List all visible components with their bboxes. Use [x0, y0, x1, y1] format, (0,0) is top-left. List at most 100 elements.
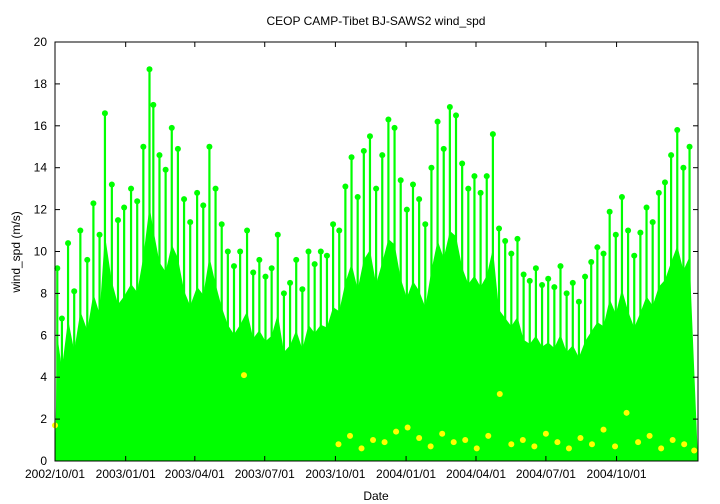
yellow-point [508, 441, 515, 448]
green-point [686, 143, 693, 150]
x-tick-label: 2002/10/01 [25, 467, 85, 481]
green-point [453, 112, 460, 119]
y-tick-label: 20 [34, 35, 48, 49]
y-tick-label: 12 [34, 203, 48, 217]
green-point [403, 206, 410, 213]
green-point [360, 147, 367, 154]
yellow-point [691, 447, 698, 454]
data-points [52, 66, 698, 454]
y-tick-label: 0 [40, 454, 47, 468]
green-point [336, 227, 343, 234]
green-point [90, 200, 97, 207]
green-point [532, 265, 539, 272]
green-point [600, 250, 607, 257]
green-point [65, 240, 72, 247]
x-tick-label: 2003/04/01 [165, 467, 225, 481]
yellow-point [646, 432, 653, 439]
green-point [140, 143, 147, 150]
green-point [224, 248, 231, 255]
green-point [489, 131, 496, 138]
green-point [557, 263, 564, 270]
green-point [471, 173, 478, 180]
green-point [594, 244, 601, 251]
green-point [446, 103, 453, 110]
yellow-point [554, 439, 561, 446]
green-point [496, 225, 503, 232]
green-point [128, 185, 135, 192]
green-point [262, 273, 269, 280]
y-tick-label: 16 [34, 119, 48, 133]
green-point [230, 263, 237, 270]
green-point [146, 66, 153, 73]
green-point [514, 235, 521, 242]
green-point [625, 227, 632, 234]
green-point [618, 194, 625, 201]
green-point [299, 286, 306, 293]
yellow-point [681, 441, 688, 448]
green-point [244, 227, 251, 234]
y-tick-label: 10 [34, 245, 48, 259]
green-point [366, 133, 373, 140]
y-tick-label: 14 [34, 161, 48, 175]
green-point [77, 227, 84, 234]
green-point [121, 204, 128, 211]
green-point [108, 181, 115, 188]
green-point [391, 124, 398, 131]
yellow-point [635, 439, 642, 446]
green-point [379, 152, 386, 159]
green-point [661, 179, 668, 186]
yellow-point [450, 439, 457, 446]
green-point [575, 298, 582, 305]
green-point [218, 221, 225, 228]
green-point [483, 173, 490, 180]
plot-area [52, 66, 698, 461]
green-point [287, 279, 294, 286]
green-point [114, 217, 121, 224]
y-tick-label: 18 [34, 77, 48, 91]
green-point [162, 166, 169, 173]
green-point [330, 221, 337, 228]
green-point [539, 282, 546, 289]
y-axis-label: wind_spd (m/s) [9, 211, 23, 293]
green-point [150, 101, 157, 108]
chart-title: CEOP CAMP-Tibet BJ-SAWS2 wind_spd [267, 14, 486, 28]
yellow-point [393, 428, 400, 435]
green-point [181, 196, 188, 203]
green-point [280, 290, 287, 297]
yellow-point [427, 443, 434, 450]
x-tick-label: 2003/01/01 [96, 467, 156, 481]
green-point [237, 248, 244, 255]
green-point [168, 124, 175, 131]
yellow-point [600, 426, 607, 433]
green-point [101, 110, 108, 117]
green-point [311, 261, 318, 268]
yellow-point [473, 445, 480, 452]
y-tick-label: 4 [40, 370, 47, 384]
green-point [134, 198, 141, 205]
x-axis-label: Date [363, 489, 389, 503]
green-point [612, 231, 619, 238]
x-tick-label: 2003/07/01 [235, 467, 295, 481]
green-point [551, 284, 558, 291]
x-tick-label: 2004/10/01 [587, 467, 647, 481]
yellow-point [485, 432, 492, 439]
yellow-point [565, 445, 572, 452]
yellow-point [531, 443, 538, 450]
y-axis: 0 2 4 6 8 10 12 14 16 18 20 [34, 35, 698, 468]
green-point [668, 152, 675, 159]
yellow-point [658, 445, 665, 452]
yellow-point [669, 437, 676, 444]
green-point [631, 252, 638, 259]
green-point [206, 143, 213, 150]
yellow-point [612, 443, 619, 450]
green-point [606, 208, 613, 215]
green-point [520, 271, 527, 278]
yellow-point [577, 434, 584, 441]
yellow-point [404, 424, 411, 431]
yellow-point [588, 441, 595, 448]
green-point [409, 181, 416, 188]
green-point [96, 231, 103, 238]
yellow-point [462, 437, 469, 444]
yellow-point [381, 439, 388, 446]
yellow-point [496, 390, 503, 397]
